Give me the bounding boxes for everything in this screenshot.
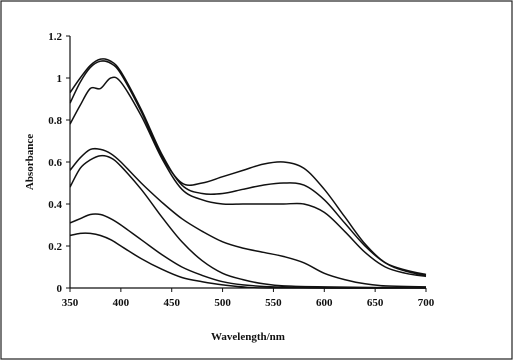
series-line-2 xyxy=(69,60,427,277)
series-line-4 xyxy=(69,147,427,288)
y-tick-label: 1 xyxy=(57,73,63,85)
y-tick-label: 0 xyxy=(57,283,63,295)
x-tick-label: 400 xyxy=(113,297,130,309)
series-line-7 xyxy=(69,232,427,289)
series-line-6 xyxy=(69,213,427,289)
x-tick-label: 600 xyxy=(316,297,333,309)
series-line-1 xyxy=(69,58,427,276)
x-tick-label: 500 xyxy=(214,297,231,309)
plot-area: 0 0.2 0.4 0.6 0.8 1 1.2 350 400 450 500 550 600 650 70… xyxy=(48,31,435,309)
y-tick-label: 0.4 xyxy=(48,199,62,211)
x-tick-label: 350 xyxy=(62,297,79,309)
y-tick-label: 0.6 xyxy=(48,157,62,169)
series-line-3 xyxy=(69,76,427,278)
y-tick-label: 0.2 xyxy=(48,241,62,253)
y-tick-label: 0.8 xyxy=(48,115,62,127)
x-tick-label: 700 xyxy=(418,297,435,309)
x-tick-label: 550 xyxy=(265,297,282,309)
x-tick-label: 650 xyxy=(367,297,384,309)
y-axis-label: Absorbance xyxy=(24,134,36,190)
y-tick-label: 1.2 xyxy=(48,31,62,43)
x-tick-label: 450 xyxy=(163,297,180,309)
x-axis-label: Wavelength/nm xyxy=(211,331,285,343)
series-line-5 xyxy=(69,154,427,289)
